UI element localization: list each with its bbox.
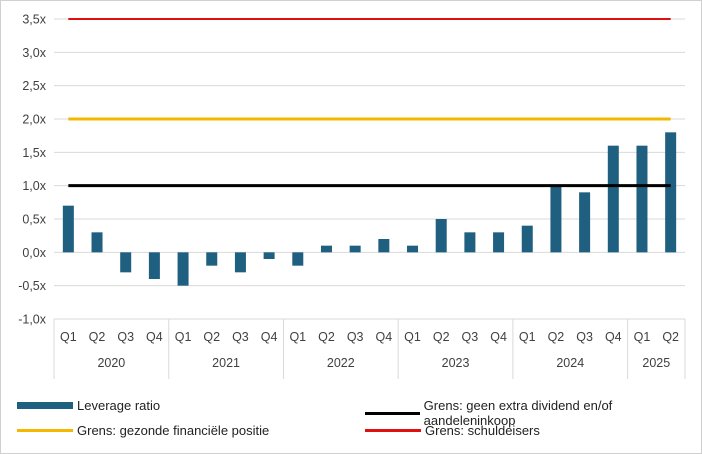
bar-leverage-ratio [636, 145, 648, 253]
bar-leverage-ratio [378, 239, 390, 253]
x-tick-label: Q2 [548, 330, 565, 344]
x-tick-label: Q4 [146, 330, 163, 344]
x-tick-label: Q2 [433, 330, 450, 344]
y-tick-label: 3,5x [22, 13, 46, 27]
bar-leverage-ratio [349, 245, 361, 253]
chart: -1,0x -0,5x 0,0x 0,5x 1,0x 1,5x 2,0x 2,5x 3,0x 3,… [18, 13, 686, 379]
x-tick-label: Q3 [576, 330, 593, 344]
legend-swatch-threshold-healthy [17, 429, 73, 432]
x-group-label: 2025 [642, 356, 670, 370]
y-tick-label: -1,0x [18, 313, 47, 327]
bar-leverage-ratio [665, 132, 677, 253]
legend-item-threshold-healthy: Grens: gezonde financiële positie [17, 423, 269, 438]
bar-leverage-ratio [263, 252, 275, 259]
bar-leverage-ratio [407, 245, 419, 253]
bar-leverage-ratio [91, 232, 103, 253]
legend-item-leverage-ratio: Leverage ratio [17, 398, 160, 413]
x-group-label: 2022 [327, 356, 355, 370]
bar-leverage-ratio [234, 252, 246, 273]
x-tick-label: Q1 [404, 330, 421, 344]
x-tick-label: Q3 [117, 330, 134, 344]
x-tick-label: Q4 [375, 330, 392, 344]
bar-leverage-ratio [464, 232, 476, 253]
y-tick-label: 2,0x [22, 113, 46, 127]
y-tick-label: 1,0x [22, 179, 46, 193]
x-tick-label: Q1 [60, 330, 77, 344]
legend-label-threshold-dividend: Grens: geen extra dividend en/of aandele… [423, 398, 613, 428]
bar-leverage-ratio [320, 245, 332, 253]
x-tick-label: Q1 [289, 330, 306, 344]
x-tick-label: Q3 [232, 330, 249, 344]
bar-leverage-ratio [579, 192, 591, 253]
x-tick-label: Q4 [490, 330, 507, 344]
x-group-label: 2024 [556, 356, 584, 370]
y-tick-label: 0,5x [22, 213, 46, 227]
legend-label-threshold-creditors: Grens: schuldeisers [425, 423, 540, 438]
bar-leverage-ratio [292, 252, 304, 266]
x-tick-label: Q1 [175, 330, 192, 344]
y-tick-label: -0,5x [18, 279, 47, 293]
bar-leverage-ratio [493, 232, 505, 253]
bar-leverage-ratio [62, 205, 74, 253]
bar-leverage-ratio [607, 145, 619, 253]
x-tick-label: Q2 [203, 330, 220, 344]
legend-swatch-leverage-ratio [17, 402, 73, 409]
bar-leverage-ratio [550, 185, 562, 253]
legend-item-threshold-creditors: Grens: schuldeisers [365, 423, 540, 438]
x-tick-label: Q1 [634, 330, 651, 344]
bar-leverage-ratio [206, 252, 218, 266]
x-tick-label: Q4 [605, 330, 622, 344]
bar-leverage-ratio [120, 252, 132, 273]
legend-swatch-threshold-dividend [365, 411, 420, 415]
legend-label-leverage-ratio: Leverage ratio [77, 398, 161, 413]
bar-leverage-ratio [148, 252, 160, 279]
x-tick-label: Q3 [347, 330, 364, 344]
x-group-label: 2023 [442, 356, 470, 370]
y-tick-label: 2,5x [22, 79, 46, 93]
x-tick-label: Q2 [318, 330, 335, 344]
y-tick-label: 1,5x [22, 146, 46, 160]
x-group-label: 2020 [97, 356, 125, 370]
x-tick-label: Q4 [261, 330, 278, 344]
x-tick-label: Q3 [462, 330, 479, 344]
bar-leverage-ratio [177, 252, 189, 286]
x-group-label: 2021 [212, 356, 240, 370]
legend-item-threshold-dividend: Grens: geen extra dividend en/of aandele… [365, 398, 701, 428]
x-tick-label: Q2 [662, 330, 679, 344]
y-tick-label: 0,0x [22, 246, 46, 260]
x-tick-label: Q1 [519, 330, 536, 344]
y-tick-label: 3,0x [22, 46, 46, 60]
legend-swatch-threshold-creditors [365, 429, 421, 432]
legend-label-threshold-healthy: Grens: gezonde financiële positie [77, 423, 270, 438]
x-tick-label: Q2 [89, 330, 106, 344]
bar-leverage-ratio [435, 219, 447, 253]
bar-leverage-ratio [521, 225, 533, 253]
